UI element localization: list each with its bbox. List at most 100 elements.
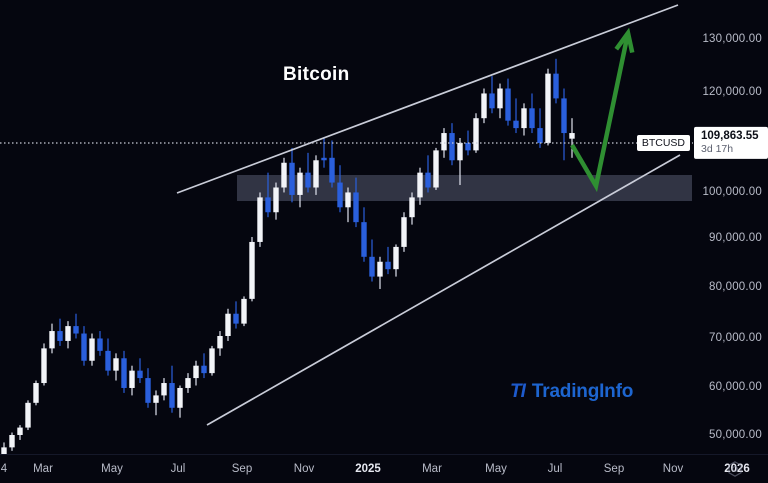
candle: [313, 155, 319, 195]
time-tick: Nov: [662, 463, 684, 475]
last-price-tag[interactable]: 109,863.55 3d 17h: [694, 126, 768, 160]
time-tick: Nov: [293, 463, 315, 475]
candle: [145, 368, 151, 408]
chart-plot-area[interactable]: [0, 0, 693, 455]
candle: [209, 345, 215, 376]
candle: [17, 425, 23, 440]
time-tick: Jul: [170, 463, 186, 475]
candle: [73, 313, 79, 339]
candle: [449, 123, 455, 166]
candle: [265, 172, 271, 218]
candle: [1, 442, 7, 455]
price-tick: 130,000.00: [702, 33, 762, 45]
candle: [345, 187, 351, 223]
candle: [513, 98, 519, 134]
candle: [409, 192, 415, 225]
candle: [241, 296, 247, 327]
candle: [497, 83, 503, 119]
candle: [257, 192, 263, 247]
time-tick: Sep: [231, 463, 253, 475]
price-tick: 60,000.00: [709, 381, 762, 393]
supply-zone[interactable]: [237, 175, 692, 201]
price-axis[interactable]: 130,000.00 120,000.00 100,000.00 90,000.00 8…: [693, 0, 768, 455]
candle: [505, 78, 511, 126]
time-tick: Mar: [33, 463, 53, 475]
watermark: TI TradingInfo: [510, 381, 633, 403]
price-tick: 50,000.00: [709, 429, 762, 441]
candle: [305, 152, 311, 193]
candle: [89, 333, 95, 366]
supply-zone-layer: [237, 175, 692, 201]
candle: [249, 237, 255, 302]
candle: [49, 323, 55, 354]
candlestick-canvas: [0, 4, 693, 455]
candle: [121, 350, 127, 393]
candle: [297, 167, 303, 208]
candle: [41, 343, 47, 386]
candle: [385, 246, 391, 275]
candle: [161, 378, 167, 401]
bar-countdown: 3d 17h: [701, 143, 734, 156]
projection-arrow-layer: [570, 27, 635, 193]
candles-layer: [1, 58, 575, 455]
candle: [337, 165, 343, 213]
candle: [25, 400, 31, 431]
candle: [273, 182, 279, 220]
candle: [177, 385, 183, 418]
rising-wedge-upper[interactable]: [176, 4, 679, 194]
candle: [393, 244, 399, 277]
candle: [201, 353, 207, 379]
candle: [185, 373, 191, 393]
candle: [561, 88, 567, 161]
time-tick: 2025: [355, 463, 381, 475]
candle: [353, 177, 359, 228]
candle: [65, 321, 71, 349]
time-axis[interactable]: 4MarMayJulSepNov2025MarMayJulSepNov2026M…: [0, 454, 768, 483]
price-tick: 70,000.00: [709, 332, 762, 344]
candle: [569, 118, 575, 158]
candle: [369, 239, 375, 282]
candle: [193, 360, 199, 386]
candle: [329, 140, 335, 188]
price-tick: 100,000.00: [702, 186, 762, 198]
candle: [457, 138, 463, 186]
candle: [521, 103, 527, 136]
time-tick: May: [485, 463, 507, 475]
candle: [529, 93, 535, 134]
last-price-value: 109,863.55: [701, 129, 759, 142]
candle: [489, 76, 495, 114]
candle: [169, 365, 175, 413]
candle: [153, 390, 159, 416]
trendlines-layer: [176, 4, 681, 426]
candle: [417, 167, 423, 205]
price-tick: 80,000.00: [709, 281, 762, 293]
symbol-tag: BTCUSD: [636, 135, 690, 151]
price-tick: 90,000.00: [709, 232, 762, 244]
candle: [473, 113, 479, 153]
candle: [361, 207, 367, 262]
time-tick: May: [101, 463, 123, 475]
candle: [281, 157, 287, 193]
candle: [401, 212, 407, 252]
projection-arrow[interactable]: [570, 32, 631, 193]
time-tick: Mar: [422, 463, 442, 475]
candle: [129, 365, 135, 396]
time-tick: 4: [0, 463, 8, 475]
time-tick: Sep: [603, 463, 625, 475]
candle: [289, 147, 295, 203]
candle: [377, 256, 383, 289]
candle: [233, 301, 239, 329]
candle: [537, 108, 543, 148]
candle: [425, 155, 431, 193]
page-title: Bitcoin: [283, 64, 350, 85]
candle: [433, 147, 439, 190]
candle: [137, 358, 143, 384]
settings-icon[interactable]: [726, 460, 744, 478]
watermark-logo-icon: TI: [510, 381, 526, 402]
price-tick: 120,000.00: [702, 86, 762, 98]
rising-wedge-lower[interactable]: [206, 154, 681, 426]
candle: [97, 331, 103, 356]
candle: [105, 338, 111, 376]
candle: [9, 432, 15, 451]
